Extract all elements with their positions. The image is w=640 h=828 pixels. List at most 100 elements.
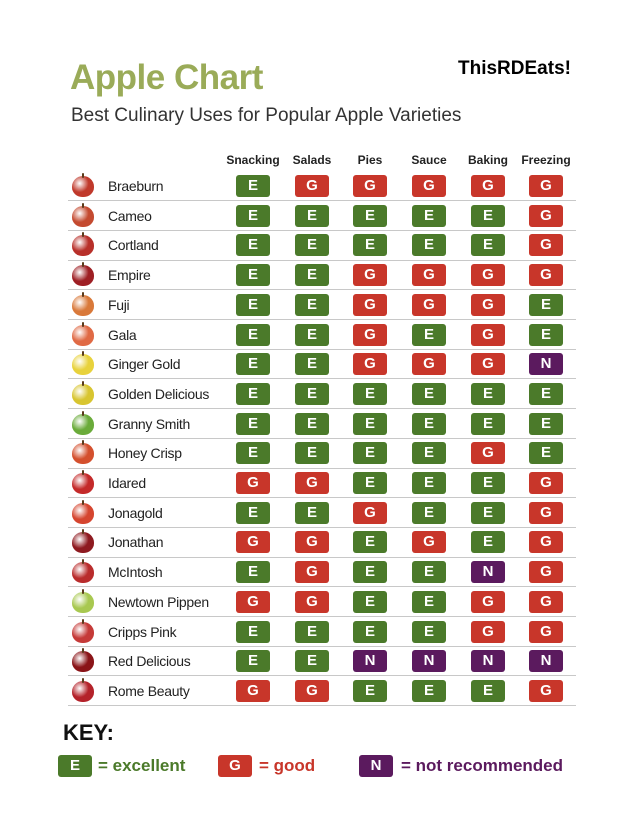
- rating-cell-pies: E: [353, 679, 387, 702]
- rating-cell-salads: E: [295, 234, 329, 257]
- row-divider: [68, 705, 576, 707]
- rating-cell-salads: G: [295, 679, 329, 702]
- key-box-e: E: [58, 755, 92, 777]
- rating-cell-snacking: E: [236, 293, 270, 316]
- rating-cell-snacking: E: [236, 561, 270, 584]
- table-row: Empire E E G G G G: [68, 260, 576, 290]
- rating-cell-pies: G: [353, 175, 387, 197]
- apple-icon: [72, 648, 94, 673]
- rating-cell-pies: E: [353, 234, 387, 257]
- table-row: Jonagold E E G E E G: [68, 498, 576, 528]
- apple-variety-name: Cripps Pink: [108, 623, 177, 640]
- rating-cell-freezing: G: [529, 472, 563, 494]
- apple-variety-name: Fuji: [108, 296, 130, 313]
- rating-cell-snacking: G: [236, 590, 270, 613]
- key-box-n: N: [359, 755, 393, 777]
- rating-cell-salads: E: [295, 620, 329, 643]
- rating-cell-salads: E: [295, 323, 329, 346]
- rating-cell-freezing: E: [529, 412, 563, 435]
- rating-cell-baking: G: [471, 175, 505, 197]
- rating-cell-sauce: G: [412, 264, 446, 287]
- row-divider: [68, 319, 576, 320]
- table-row: McIntosh E G E E N G: [68, 557, 576, 587]
- table-row: Newtown Pippen G G E E G G: [68, 587, 576, 617]
- apple-variety-name: Granny Smith: [108, 415, 190, 432]
- rating-cell-sauce: G: [412, 531, 446, 554]
- column-header-freezing: Freezing: [521, 153, 571, 167]
- row-divider: [68, 348, 576, 350]
- rating-cell-baking: E: [471, 501, 505, 524]
- rating-cell-baking: E: [471, 472, 505, 494]
- rating-cell-freezing: G: [529, 561, 563, 584]
- table-row: Idared G G E E E G: [68, 468, 576, 498]
- key-box-g: G: [218, 755, 252, 777]
- rating-cell-pies: E: [353, 472, 387, 494]
- row-divider: [68, 378, 576, 380]
- rating-cell-pies: G: [353, 353, 387, 376]
- rating-cell-freezing: G: [529, 590, 563, 613]
- apple-variety-name: Idared: [108, 475, 146, 491]
- row-divider: [68, 586, 576, 588]
- apple-icon: [72, 470, 94, 494]
- rating-cell-freezing: G: [529, 679, 563, 702]
- rating-cell-freezing: G: [529, 204, 563, 227]
- rating-cell-pies: E: [353, 561, 387, 584]
- apple-variety-name: Cortland: [108, 237, 159, 254]
- row-divider: [68, 437, 576, 439]
- rating-cell-sauce: E: [412, 234, 446, 257]
- page-subtitle: Best Culinary Uses for Popular Apple Var…: [71, 105, 462, 126]
- rating-cell-sauce: E: [412, 382, 446, 405]
- rating-cell-sauce: E: [412, 442, 446, 465]
- apple-icon: [72, 232, 94, 257]
- table-row: Fuji E E G G G E: [68, 290, 576, 320]
- rating-cell-salads: E: [295, 264, 329, 287]
- rating-cell-freezing: G: [529, 531, 563, 554]
- row-divider: [68, 289, 576, 291]
- apple-icon: [72, 262, 94, 287]
- rating-cell-freezing: G: [529, 175, 563, 197]
- rating-cell-snacking: E: [236, 234, 270, 257]
- apple-icon: [72, 202, 94, 227]
- rating-cell-sauce: N: [412, 650, 446, 673]
- rating-cell-snacking: E: [236, 264, 270, 287]
- rating-cell-sauce: G: [412, 175, 446, 197]
- apple-icon: [72, 559, 94, 584]
- rating-cell-snacking: G: [236, 531, 270, 554]
- apple-icon: [72, 380, 94, 405]
- table-row: Gala E E G E G E: [68, 320, 576, 350]
- rating-cell-salads: E: [295, 412, 329, 435]
- table-row: Golden Delicious E E E E E E: [68, 379, 576, 409]
- rating-cell-pies: G: [353, 293, 387, 316]
- table-row: Braeburn E G G G G G: [68, 171, 576, 201]
- rating-cell-baking: G: [471, 620, 505, 643]
- rating-cell-baking: G: [471, 442, 505, 465]
- row-divider: [68, 497, 576, 499]
- column-header-sauce: Sauce: [411, 153, 447, 167]
- rating-cell-snacking: E: [236, 382, 270, 405]
- row-divider: [68, 645, 576, 647]
- rating-cell-salads: G: [295, 175, 329, 197]
- apple-variety-name: Honey Crisp: [108, 445, 182, 462]
- row-divider: [68, 526, 576, 528]
- key-label-g: = good: [259, 756, 316, 775]
- key-title: KEY:: [63, 720, 114, 745]
- rating-cell-snacking: E: [236, 204, 270, 227]
- apple-icon: [72, 588, 94, 613]
- rating-cell-baking: E: [471, 679, 505, 702]
- row-divider: [68, 200, 576, 202]
- apple-variety-name: Newtown Pippen: [108, 593, 209, 610]
- rating-cell-pies: E: [353, 590, 387, 613]
- rating-cell-snacking: G: [236, 472, 270, 494]
- rating-cell-sauce: E: [412, 501, 446, 524]
- apple-variety-name: Empire: [108, 267, 151, 284]
- rating-cell-salads: G: [295, 472, 329, 494]
- rating-cell-baking: E: [471, 382, 505, 405]
- rating-cell-salads: E: [295, 204, 329, 227]
- table-row: Jonathan G G E G E G: [68, 527, 576, 557]
- table-row: Red Delicious E E N N N N: [68, 646, 576, 676]
- rating-cell-baking: G: [471, 293, 505, 316]
- rating-cell-baking: N: [471, 650, 505, 673]
- apple-variety-name: Red Delicious: [108, 653, 191, 670]
- apple-variety-name: Golden Delicious: [108, 385, 210, 402]
- column-header-pies: Pies: [357, 153, 383, 167]
